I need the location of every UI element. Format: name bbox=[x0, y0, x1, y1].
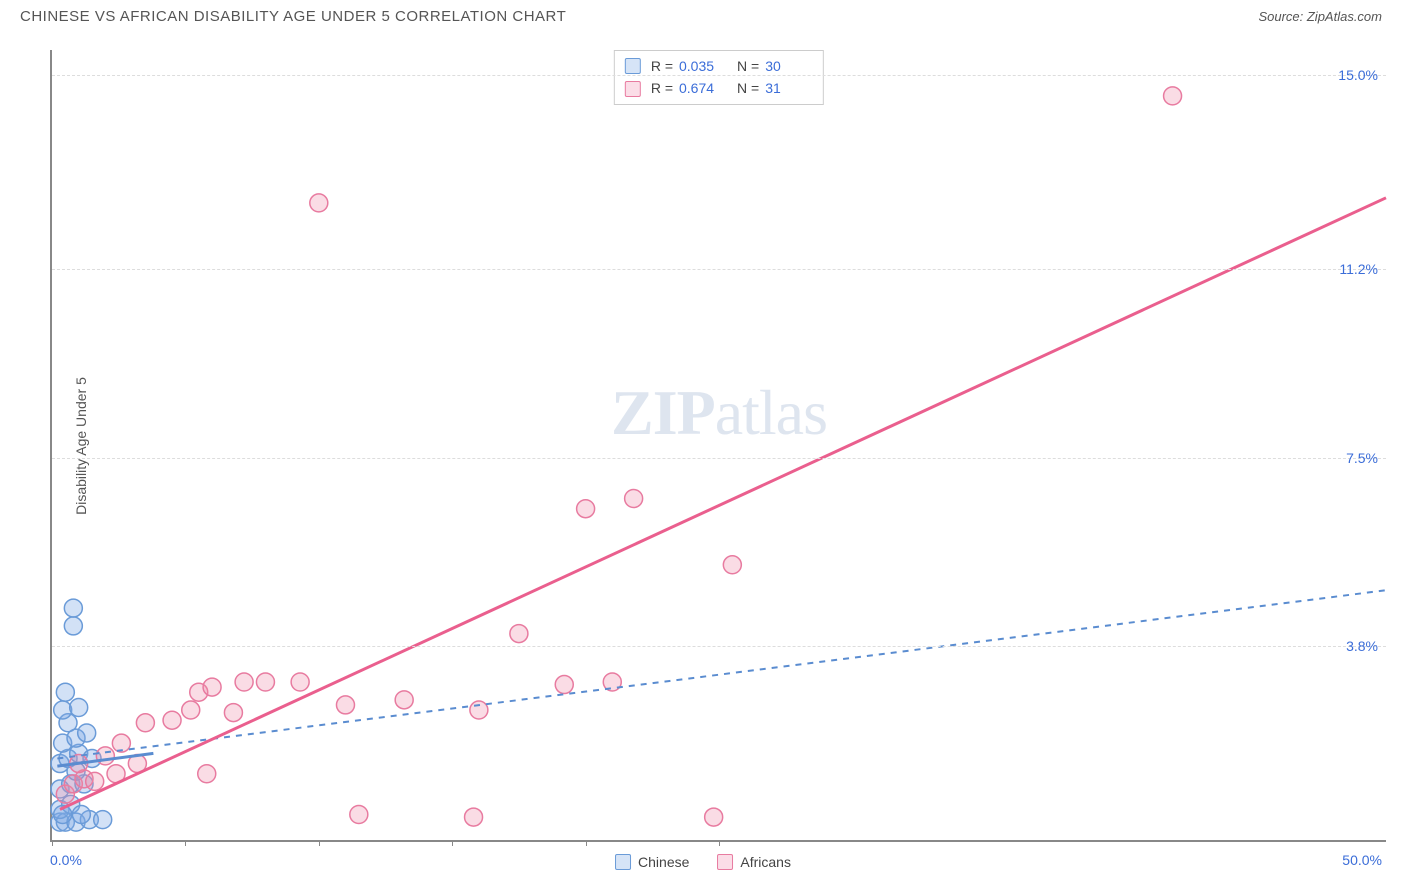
scatter-chart: ZIPatlas R = 0.035 N = 30 R = 0.674 N = … bbox=[50, 50, 1386, 842]
source-attribution: Source: ZipAtlas.com bbox=[1258, 9, 1382, 24]
data-point bbox=[235, 673, 253, 691]
grid-line bbox=[52, 269, 1386, 270]
bottom-legend: Chinese Africans bbox=[615, 854, 791, 870]
data-point bbox=[723, 556, 741, 574]
legend-stats-row-chinese: R = 0.035 N = 30 bbox=[625, 55, 813, 77]
data-point bbox=[64, 617, 82, 635]
data-point bbox=[577, 500, 595, 518]
data-point bbox=[96, 747, 114, 765]
data-point bbox=[224, 704, 242, 722]
data-point bbox=[54, 701, 72, 719]
y-tick-label: 7.5% bbox=[1346, 450, 1378, 466]
swatch-africans bbox=[625, 81, 641, 97]
data-point bbox=[555, 676, 573, 694]
x-tick bbox=[586, 840, 587, 846]
data-point bbox=[625, 490, 643, 508]
chart-title: CHINESE VS AFRICAN DISABILITY AGE UNDER … bbox=[20, 8, 566, 25]
x-max-label: 50.0% bbox=[1342, 852, 1382, 868]
data-point bbox=[86, 772, 104, 790]
x-tick bbox=[719, 840, 720, 846]
swatch-chinese bbox=[615, 854, 631, 870]
data-point bbox=[336, 696, 354, 714]
x-origin-label: 0.0% bbox=[50, 852, 82, 868]
data-point bbox=[136, 714, 154, 732]
legend-item-chinese: Chinese bbox=[615, 854, 689, 870]
data-point bbox=[72, 806, 90, 824]
grid-line bbox=[52, 458, 1386, 459]
grid-line bbox=[52, 75, 1386, 76]
data-point bbox=[198, 765, 216, 783]
data-point bbox=[70, 698, 88, 716]
data-point bbox=[163, 711, 181, 729]
data-point bbox=[94, 811, 112, 829]
data-point bbox=[1164, 87, 1182, 105]
data-point bbox=[291, 673, 309, 691]
data-point bbox=[203, 678, 221, 696]
x-tick bbox=[52, 840, 53, 846]
data-point bbox=[395, 691, 413, 709]
swatch-africans bbox=[717, 854, 733, 870]
data-point bbox=[510, 625, 528, 643]
grid-line bbox=[52, 646, 1386, 647]
x-tick bbox=[185, 840, 186, 846]
y-tick-label: 11.2% bbox=[1339, 261, 1378, 277]
data-point bbox=[56, 683, 74, 701]
data-point bbox=[470, 701, 488, 719]
plot-svg bbox=[52, 50, 1386, 840]
y-tick-label: 15.0% bbox=[1338, 67, 1378, 83]
data-point bbox=[705, 808, 723, 826]
data-point bbox=[64, 599, 82, 617]
y-tick-label: 3.8% bbox=[1346, 638, 1378, 654]
x-tick bbox=[319, 840, 320, 846]
data-point bbox=[256, 673, 274, 691]
data-point bbox=[465, 808, 483, 826]
swatch-chinese bbox=[625, 58, 641, 74]
legend-stats-row-africans: R = 0.674 N = 31 bbox=[625, 77, 813, 99]
data-point bbox=[350, 806, 368, 824]
x-tick bbox=[452, 840, 453, 846]
data-point bbox=[182, 701, 200, 719]
data-point bbox=[310, 194, 328, 212]
legend-item-africans: Africans bbox=[717, 854, 791, 870]
legend-stats-box: R = 0.035 N = 30 R = 0.674 N = 31 bbox=[614, 50, 824, 105]
data-point bbox=[78, 724, 96, 742]
